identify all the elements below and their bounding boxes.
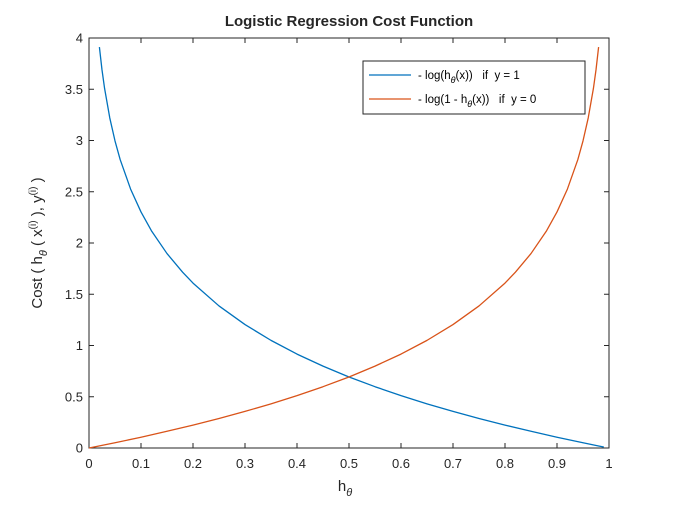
x-tick-label: 0.7 (444, 456, 462, 471)
y-tick-label: 2.5 (65, 184, 83, 199)
y-tick-label: 0 (76, 441, 83, 456)
legend-1-pre: - log(h (418, 70, 451, 82)
legend-2-pre: - log(1 - h (418, 94, 467, 106)
x-tick-label: 0.9 (548, 456, 566, 471)
x-axis-label-base: h (338, 478, 346, 495)
y-tick-label: 3.5 (65, 82, 83, 97)
legend-2-sub: θ (467, 99, 472, 109)
x-tick-label: 0.1 (132, 456, 150, 471)
x-axis-label-subscript: θ (346, 487, 352, 499)
y-axis-label: Cost ( hθ ( x(i) ), y(i) ) (28, 177, 50, 308)
legend-1-sub: θ (451, 75, 456, 85)
series-1-line (98, 46, 604, 448)
y-axis-label-suffix: ) (29, 177, 46, 186)
x-axis-ticks: 0 0.1 0.2 0.3 0.4 0.5 0.6 0.7 0.8 0.9 1 (85, 38, 613, 471)
chart-title: Logistic Regression Cost Function (225, 13, 473, 30)
x-tick-label: 0.6 (392, 456, 410, 471)
y-axis-label-mid: ( x (29, 229, 46, 250)
legend-2-post: (x)) if y = 0 (472, 94, 536, 106)
y-axis-label-sub: θ (38, 250, 50, 256)
x-tick-label: 0.8 (496, 456, 514, 471)
y-tick-label: 0.5 (65, 389, 83, 404)
legend-label-series-1: - log(hθ(x)) if y = 1 (418, 70, 520, 85)
x-axis-label: hθ (338, 478, 352, 499)
y-tick-label: 3 (76, 133, 83, 148)
y-tick-label: 4 (76, 31, 83, 46)
y-tick-label: 2 (76, 236, 83, 251)
x-tick-label: 0.4 (288, 456, 306, 471)
x-tick-label: 0.3 (236, 456, 254, 471)
x-tick-label: 1 (605, 456, 612, 471)
series-layer (88, 46, 604, 449)
y-tick-label: 1.5 (65, 287, 83, 302)
y-axis-ticks: 0 0.5 1 1.5 2 2.5 3 3.5 4 (65, 31, 609, 456)
series-2-line (88, 46, 600, 449)
y-axis-label-sup1: (i) (28, 220, 39, 229)
x-tick-label: 0 (85, 456, 92, 471)
y-axis-label-sup2: (i) (28, 187, 39, 196)
legend-label-series-2: - log(1 - hθ(x)) if y = 0 (418, 94, 536, 109)
y-axis-label-mid2: ), y (29, 195, 46, 220)
y-tick-label: 1 (76, 338, 83, 353)
legend-box (362, 60, 586, 115)
legend-1-post: (x)) if y = 1 (456, 70, 520, 82)
legend: - log(hθ(x)) if y = 1 - log(1 - hθ(x)) i… (362, 60, 586, 115)
x-tick-label: 0.2 (184, 456, 202, 471)
x-tick-label: 0.5 (340, 456, 358, 471)
y-axis-label-prefix: Cost ( h (29, 256, 46, 309)
